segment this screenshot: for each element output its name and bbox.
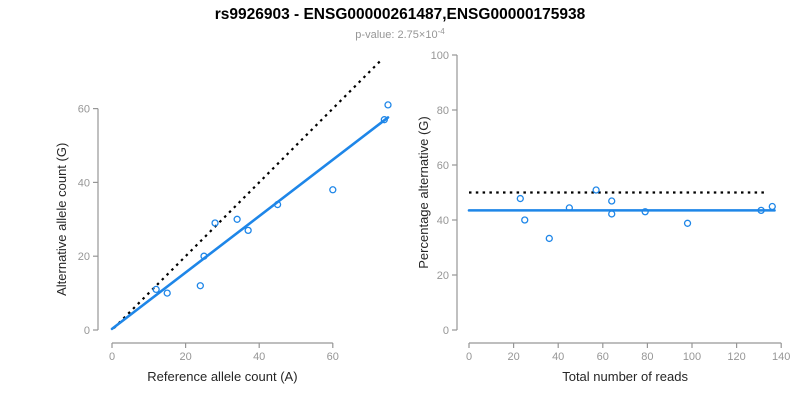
data-point — [757, 206, 765, 215]
figure-subtitle: p-value: 2.75×10-4 — [0, 27, 800, 41]
data-point — [163, 289, 171, 297]
x-tick-label: 120 — [727, 351, 745, 363]
data-point — [641, 208, 649, 216]
x-axis-title: Reference allele count (A) — [147, 369, 297, 384]
y-tick-label: 100 — [431, 50, 449, 62]
data-point — [768, 202, 776, 211]
data-point — [592, 186, 600, 194]
x-tick-label: 20 — [179, 351, 191, 363]
data-point — [200, 252, 208, 260]
data-point — [211, 219, 219, 227]
plot-right: 0 20 40 60 80 100 0 20 40 60 80 100 120 140 Total numb… — [416, 50, 790, 384]
data-point — [273, 200, 282, 209]
x-tick-label: 80 — [641, 351, 653, 363]
x-tick-label: 0 — [466, 351, 472, 363]
data-point — [329, 186, 337, 194]
pvalue-text: p-value: 2.75×10 — [355, 29, 438, 41]
data-point — [152, 285, 160, 294]
data-point — [380, 116, 388, 124]
x-tick-label: 40 — [552, 351, 564, 363]
data-point — [521, 216, 529, 224]
y-tick-label: 60 — [437, 160, 449, 172]
y-axis-title: Percentage alternative (G) — [416, 116, 431, 268]
y-tick-label: 0 — [443, 325, 449, 337]
y-tick-label: 40 — [437, 215, 449, 227]
x-tick-label: 60 — [327, 351, 339, 363]
data-point — [545, 234, 553, 243]
x-tick-label: 0 — [109, 351, 115, 363]
pvalue-exponent: -4 — [437, 27, 445, 36]
identity-line — [113, 59, 382, 329]
figure-header: rs9926903 - ENSG00000261487,ENSG00000175… — [0, 0, 800, 41]
x-tick-label: 100 — [683, 351, 701, 363]
data-point — [565, 204, 573, 212]
data-point — [608, 210, 616, 218]
figure-title: rs9926903 - ENSG00000261487,ENSG00000175… — [214, 6, 586, 23]
x-axis-title: Total number of reads — [562, 369, 688, 384]
y-tick-label: 20 — [437, 270, 449, 282]
x-tick-label: 20 — [507, 351, 519, 363]
data-point — [233, 215, 241, 223]
x-tick-label: 140 — [772, 351, 790, 363]
data-point — [608, 197, 616, 205]
y-tick-label: 20 — [78, 251, 90, 263]
data-point — [196, 282, 204, 290]
x-tick-label: 60 — [597, 351, 609, 363]
fit-line — [110, 116, 390, 331]
data-point — [244, 226, 252, 235]
data-point — [683, 219, 692, 227]
plot-left: 0 20 40 60 0 20 40 60 Reference allele count (A)… — [54, 59, 392, 384]
y-tick-label: 0 — [84, 325, 90, 337]
y-tick-label: 40 — [78, 177, 90, 189]
y-axis-title: Alternative allele count (G) — [54, 143, 69, 296]
data-point — [384, 101, 392, 109]
y-tick-label: 60 — [78, 104, 90, 116]
x-tick-label: 40 — [253, 351, 265, 363]
y-tick-label: 80 — [437, 105, 449, 117]
data-point — [516, 194, 524, 203]
